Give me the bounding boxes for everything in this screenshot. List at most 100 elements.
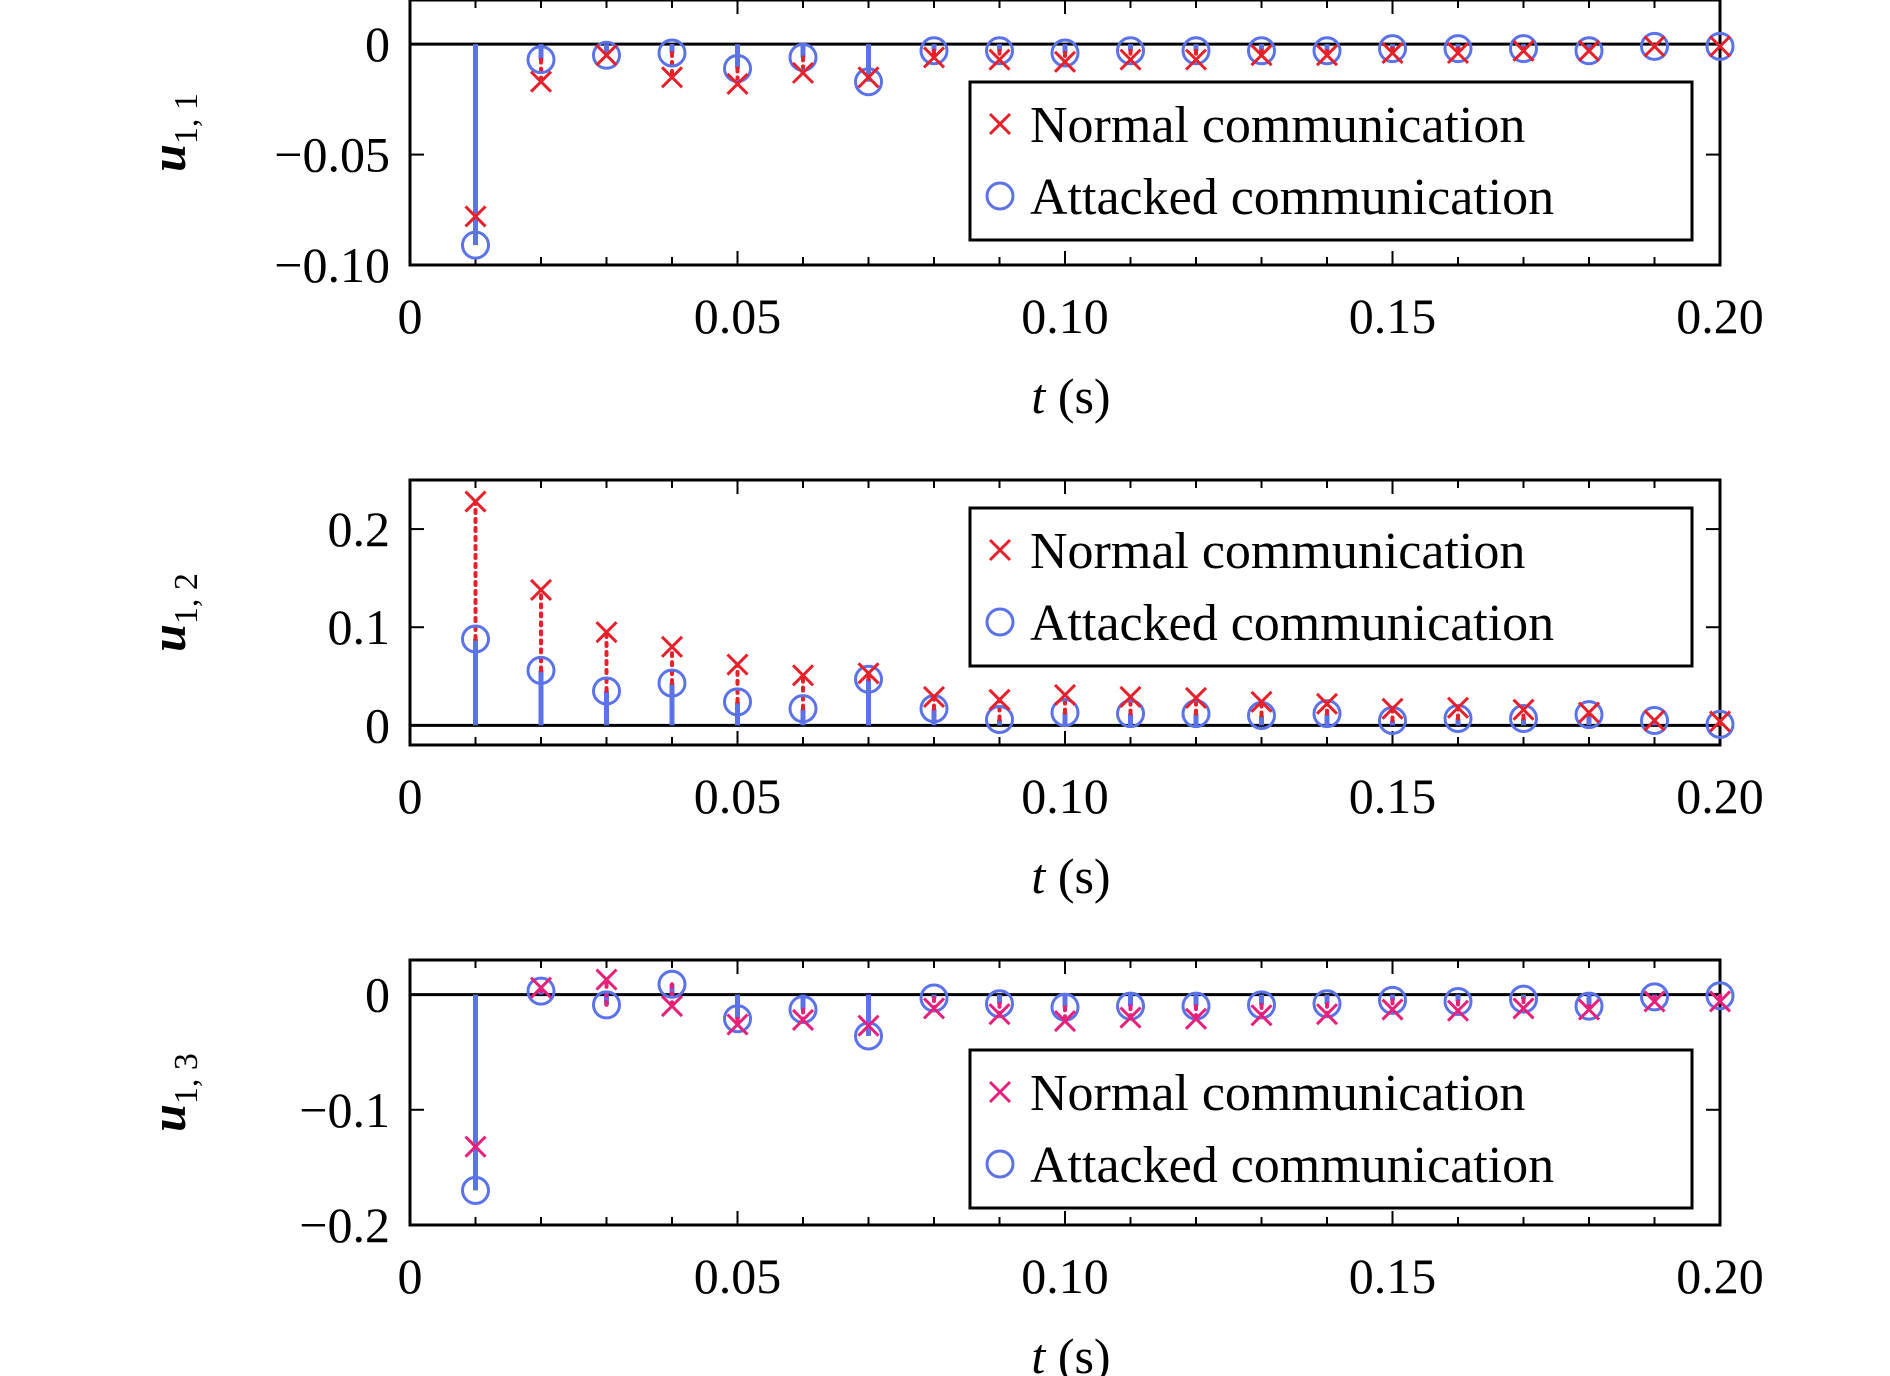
legend-marker	[985, 607, 1015, 637]
legend-marker	[985, 1149, 1015, 1179]
y-tick-label: 0	[365, 697, 390, 753]
y-axis-label: u1, 1	[140, 93, 205, 172]
data-point-normal	[1381, 697, 1404, 720]
x-tick-label: 0.05	[694, 768, 782, 824]
data-point-normal	[857, 662, 880, 685]
data-point-attacked	[1509, 984, 1538, 1014]
data-point-normal	[595, 968, 618, 991]
data-point-attacked	[1247, 36, 1276, 66]
data-point-attacked	[1640, 982, 1669, 1012]
legend-label: Attacked communication	[1030, 169, 1554, 226]
data-point-normal	[726, 1013, 749, 1036]
data-point-attacked	[592, 676, 621, 706]
data-point-normal	[922, 997, 946, 1020]
data-point-attacked	[1640, 705, 1669, 735]
data-point-normal	[595, 621, 618, 644]
data-point-normal	[1577, 998, 1601, 1021]
data-point-normal	[1708, 710, 1732, 733]
data-point-normal	[726, 653, 749, 676]
x-axis-label: t (s)	[1031, 368, 1110, 424]
data-point-attacked	[1443, 986, 1473, 1016]
data-point-attacked	[1378, 985, 1407, 1015]
data-point-attacked	[919, 36, 949, 66]
legend-marker	[988, 538, 1012, 562]
legend-box	[968, 1048, 1694, 1210]
data-point-normal	[1053, 1010, 1077, 1033]
legend: Normal communication Attacked communicati…	[968, 1048, 1694, 1210]
data-point-attacked	[985, 36, 1014, 66]
data-point-attacked	[788, 694, 818, 724]
data-point-normal	[791, 1008, 815, 1031]
data-point-normal	[922, 46, 946, 69]
x-axis-label: t (s)	[1031, 1328, 1110, 1376]
data-point-normal	[1643, 35, 1666, 58]
chart-panel-3: 0 0.05 0.10 0.15 0.20 0 −0.1 −0.2 t (s) u1, 3 Norm…	[140, 958, 1764, 1376]
x-tick-label: 0.10	[1021, 288, 1109, 344]
y-tick-label: 0.2	[328, 501, 391, 557]
data-point-normal	[660, 995, 684, 1018]
data-point-normal	[1446, 41, 1470, 65]
data-point-normal	[464, 205, 487, 228]
legend-marker	[985, 181, 1015, 211]
data-point-normal	[988, 48, 1011, 71]
y-tick-label: −0.10	[274, 237, 390, 293]
data-point-attacked	[1443, 34, 1473, 64]
data-point-attacked	[985, 704, 1014, 734]
data-point-attacked	[985, 989, 1014, 1019]
data-point-attacked	[526, 45, 556, 75]
data-point-attacked	[1247, 990, 1276, 1020]
data-point-attacked	[592, 40, 621, 70]
data-point-attacked	[1574, 700, 1604, 730]
data-point-normal	[988, 688, 1011, 711]
legend-marker	[988, 1080, 1012, 1104]
data-point-attacked	[854, 1021, 883, 1051]
x-tick-label: 0.15	[1349, 288, 1437, 344]
legend: Normal communication Attacked communicati…	[968, 506, 1694, 668]
y-tick-label: −0.2	[299, 1197, 390, 1253]
legend-marker	[988, 112, 1012, 136]
data-point-normal	[1053, 683, 1077, 707]
y-axis-label: u1, 3	[140, 1053, 205, 1132]
chart-panel-1: 0 0.05 0.10 0.15 0.20 0 −0.05 −0.10 t (s) u1, 1 No…	[140, 0, 1764, 424]
data-point-attacked	[1378, 34, 1407, 64]
data-point-attacked	[1443, 704, 1473, 733]
data-point-normal	[791, 61, 815, 84]
data-point-attacked	[1312, 36, 1342, 66]
data-point-attacked	[1050, 38, 1080, 68]
x-tick-label: 0.20	[1676, 1248, 1764, 1304]
data-point-attacked	[1705, 981, 1735, 1011]
data-point-normal	[1446, 999, 1470, 1022]
data-point-normal	[1512, 997, 1535, 1020]
data-point-attacked	[657, 38, 687, 68]
data-point-attacked	[461, 1175, 490, 1205]
data-point-normal	[529, 578, 553, 601]
y-tick-label: −0.1	[299, 1082, 390, 1138]
data-point-normal	[1315, 692, 1339, 715]
data-point-normal	[595, 44, 618, 67]
data-point-normal	[1250, 690, 1273, 713]
chart-panel-2: 0 0.05 0.10 0.15 0.20 0 0.1 0.2 t (s) u1, 2 Normal…	[140, 478, 1764, 904]
data-point-attacked	[854, 664, 883, 694]
data-point-attacked	[788, 995, 818, 1025]
data-point-normal	[1053, 50, 1077, 73]
data-point-attacked	[657, 668, 687, 698]
data-point-normal	[529, 976, 553, 999]
data-point-normal	[464, 490, 487, 513]
data-point-attacked	[461, 230, 490, 260]
x-tick-label: 0	[398, 288, 423, 344]
data-point-normal	[857, 1014, 880, 1037]
data-point-normal	[1643, 990, 1666, 1013]
data-point-normal	[1119, 685, 1142, 708]
data-point-attacked	[1181, 699, 1211, 729]
x-tick-label: 0.10	[1021, 768, 1109, 824]
y-tick-label: −0.05	[274, 127, 390, 183]
data-point-attacked	[1705, 709, 1735, 739]
y-tick-label: 0	[365, 967, 390, 1023]
data-point-normal	[464, 1135, 487, 1158]
data-point-attacked	[657, 969, 687, 999]
x-tick-label: 0.15	[1349, 1248, 1437, 1304]
data-point-normal	[1643, 709, 1666, 732]
data-point-normal	[1184, 686, 1208, 709]
data-point-normal	[857, 66, 880, 89]
data-point-normal	[1315, 1003, 1339, 1026]
